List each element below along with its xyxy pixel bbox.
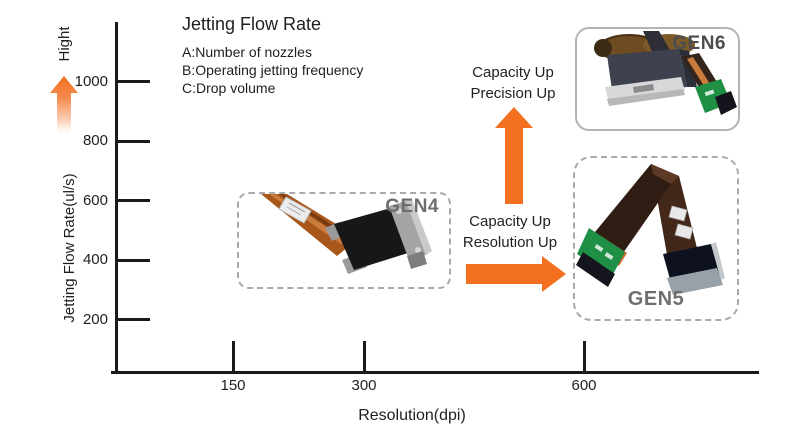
gen6-printhead-image [594,31,737,115]
x-tick-300 [363,341,366,371]
right-arrow-caption: Capacity Up Resolution Up [454,211,566,253]
note-line-b: B:Operating jetting frequency [182,62,364,78]
gen5-label: GEN5 [627,288,685,310]
note-line-a: A:Number of nozzles [182,44,312,60]
x-tick-150 [232,341,235,371]
y-axis-line [115,22,118,374]
gen5-box: GEN5 [573,156,739,321]
y-tick-400 [118,259,150,262]
up-arrow-icon [495,107,533,204]
gen4-printhead-image [261,194,432,274]
right-arrow-caption-line1: Capacity Up [469,213,551,230]
note-line-c: C:Drop volume [182,80,276,96]
y-tick-label: 200 [82,311,108,328]
gen6-box: GEN6 [575,27,740,131]
gen5-printhead-image [576,164,725,295]
up-arrow-caption: Capacity Up Precision Up [458,62,568,104]
gen6-label: GEN6 [672,33,726,54]
up-arrow-caption-line2: Precision Up [470,85,556,102]
up-arrow-caption-line1: Capacity Up [472,64,554,81]
title-block: Jetting Flow Rate A:Number of nozzles B:… [182,12,482,97]
right-arrow-caption-line2: Resolution Up [462,234,558,251]
y-tick-600 [118,199,150,202]
gen4-label: GEN4 [385,196,439,217]
gen4-box: GEN4 [237,192,451,289]
x-axis-title: Resolution(dpi) [358,407,466,424]
x-tick-label: 300 [351,377,377,394]
y-tick-label: 1000 [74,73,108,90]
y-tick-label: 800 [82,132,108,149]
y-axis-title: Jetting Flow Rate(ul/s) [61,173,78,323]
y-tick-1000 [118,80,150,83]
y-tick-200 [118,318,150,321]
x-tick-label: 600 [571,377,597,394]
x-axis-line [111,371,759,374]
x-tick-600 [583,341,586,371]
right-arrow-icon [466,256,566,292]
y-tick-label: 600 [82,192,108,209]
hight-label: Hight [56,26,73,62]
chart-title: Jetting Flow Rate [182,14,322,34]
y-tick-800 [118,140,150,143]
y-tick-label: 400 [82,251,108,268]
x-tick-label: 150 [220,377,246,394]
hight-gradient-arrow-icon [50,76,78,138]
